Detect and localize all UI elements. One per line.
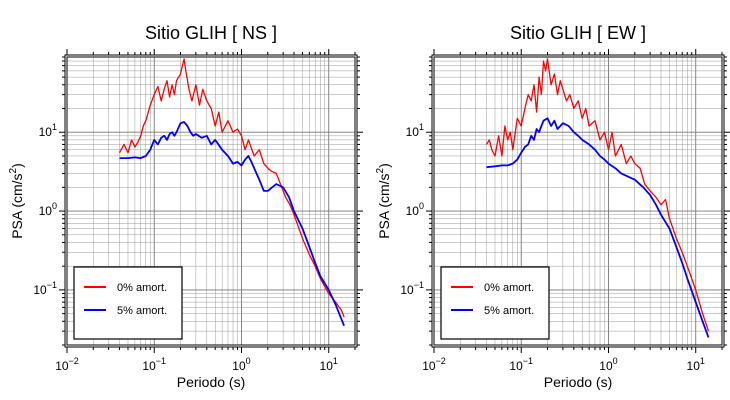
legend-box [440, 266, 550, 340]
plot-frame [66, 56, 356, 346]
legend-box [73, 266, 183, 340]
y-tick-label: 101 [39, 122, 57, 139]
x-tick-label: 100 [599, 356, 617, 373]
chart-panel: 10−2 10−1 100 101 10−1 100 101 Sitio GLIH [ EW … [375, 23, 730, 390]
series-group [485, 58, 710, 338]
series-line-5-amort- [119, 121, 345, 327]
x-tick-label: 101 [320, 356, 338, 373]
y-tick-label: 100 [39, 201, 57, 218]
legend-label: 0% amort. [117, 282, 167, 294]
series-line-0-amort- [118, 58, 345, 318]
plot-frame [433, 56, 723, 346]
x-tick-label: 10−1 [142, 356, 166, 373]
x-axis-label: Periodo (s) [177, 374, 245, 390]
x-tick-label: 10−2 [422, 356, 446, 373]
legend-label: 5% amort. [484, 305, 534, 317]
y-axis-label: PSA (cm/s2) [8, 163, 25, 239]
legend-label: 0% amort. [484, 282, 534, 294]
plot-frame-outer [64, 54, 358, 348]
series-line-0-amort- [485, 58, 710, 332]
y-axis-label: PSA (cm/s2) [375, 163, 392, 239]
chart-title: Sitio GLIH [ EW ] [510, 23, 646, 43]
x-tick-label: 100 [232, 356, 250, 373]
x-tick-label: 10−2 [55, 356, 79, 373]
y-tick-label: 100 [406, 201, 424, 218]
legend-label: 5% amort. [117, 305, 167, 317]
series-line-5-amort- [486, 117, 710, 338]
plot-frame-outer [431, 54, 725, 348]
y-tick-label: 101 [406, 122, 424, 139]
y-tick-label: 10−1 [400, 280, 424, 297]
y-tick-label: 10−1 [33, 280, 57, 297]
x-tick-label: 10−1 [509, 356, 533, 373]
series-group [118, 58, 345, 327]
chart-title: Sitio GLIH [ NS ] [145, 23, 277, 43]
x-tick-label: 101 [687, 356, 705, 373]
chart-panel: 10−2 10−1 100 101 10−1 100 101 Sitio GLIH [ NS … [8, 23, 363, 390]
x-axis-label: Periodo (s) [544, 374, 612, 390]
